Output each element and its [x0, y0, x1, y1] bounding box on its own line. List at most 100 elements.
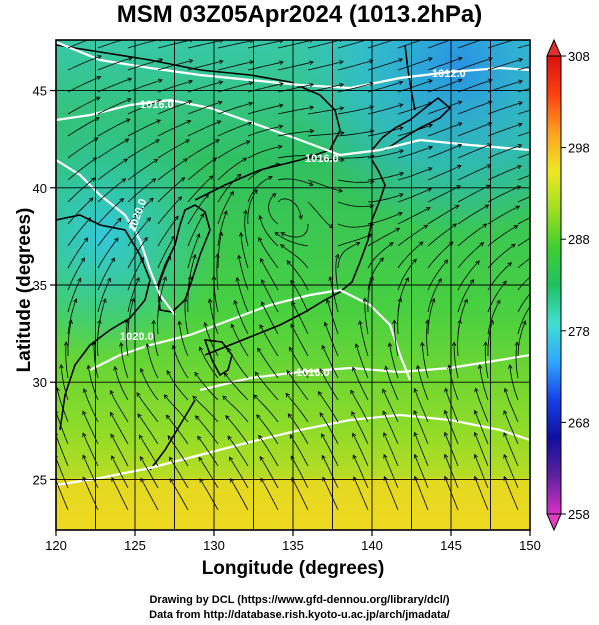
streamline-arrow [278, 103, 284, 108]
streamline [474, 432, 489, 467]
streamline [217, 174, 242, 203]
streamline-arrow [369, 203, 375, 209]
streamline [457, 40, 483, 49]
streamline-arrow [249, 60, 254, 65]
streamline-arrow [428, 145, 433, 150]
streamline-arrow [352, 454, 357, 460]
streamline [393, 320, 399, 357]
streamline-arrow [174, 215, 179, 221]
streamline [127, 119, 161, 137]
streamline [487, 40, 516, 49]
streamline [67, 96, 101, 115]
streamline-arrow [517, 165, 522, 170]
streamline [427, 298, 435, 335]
streamline-arrow [199, 478, 204, 483]
streamline-arrow [225, 415, 230, 420]
streamline [503, 454, 519, 489]
streamline-arrow [428, 36, 432, 40]
streamline [457, 242, 484, 269]
streamline-arrow [228, 456, 234, 462]
streamline [217, 210, 227, 247]
streamline-arrow [216, 120, 222, 125]
streamline-arrow [192, 254, 197, 259]
streamline-arrow [153, 158, 159, 164]
streamline [367, 276, 374, 313]
streamline [487, 58, 523, 71]
streamline [111, 477, 129, 511]
streamline [110, 434, 129, 467]
streamline [517, 217, 530, 225]
streamline-arrow [278, 124, 284, 130]
streamline-arrow [82, 432, 87, 438]
streamline [397, 124, 433, 137]
streamline [217, 102, 253, 115]
streamline [427, 185, 461, 203]
streamline-arrow [102, 298, 107, 303]
streamline [484, 342, 489, 379]
streamline [187, 40, 224, 49]
isobar-label: 1012.0 [432, 68, 466, 80]
streamline [487, 300, 501, 335]
streamline-arrow [113, 365, 118, 371]
streamline [517, 257, 530, 269]
streamline [385, 366, 399, 401]
streamline [97, 40, 124, 49]
streamline-arrow [96, 75, 102, 81]
streamline [413, 410, 429, 445]
streamline-arrow [125, 118, 131, 123]
streamline [397, 207, 431, 225]
streamline-arrow [247, 121, 253, 126]
streamline-arrow [536, 284, 540, 288]
streamline-arrow [218, 231, 224, 237]
streamline [397, 258, 417, 291]
x-tick-label: 145 [440, 538, 462, 553]
streamline [157, 235, 175, 269]
streamline-arrow [111, 455, 116, 461]
streamline [487, 102, 523, 115]
streamline [280, 244, 309, 269]
streamline-arrow [165, 414, 171, 420]
streamline [337, 60, 373, 71]
streamline-arrow [487, 122, 493, 127]
streamline-arrow [119, 198, 125, 203]
streamline-arrow [77, 277, 82, 283]
streamline-arrow [227, 435, 232, 441]
streamline-arrow [287, 413, 293, 418]
streamline [479, 365, 489, 401]
streamline [426, 320, 429, 357]
streamline [352, 367, 369, 401]
streamline-arrow [473, 431, 478, 437]
streamline-arrow [511, 243, 516, 249]
streamline [169, 456, 189, 489]
streamline-arrow [482, 223, 488, 228]
streamline-arrow [516, 185, 522, 190]
streamline-arrow [187, 100, 193, 105]
streamline [503, 410, 519, 445]
streamline-arrow [328, 276, 333, 281]
streamline [56, 434, 69, 467]
streamline-arrow [368, 82, 374, 87]
streamline [474, 454, 489, 489]
streamline [169, 478, 189, 511]
streamline-arrow [389, 242, 394, 247]
streamline-arrow [243, 209, 248, 215]
streamline-arrow [290, 455, 295, 461]
streamline [234, 300, 249, 335]
streamline-arrow [217, 100, 223, 105]
streamline [187, 157, 217, 181]
streamline [229, 456, 249, 489]
streamline-arrow [289, 434, 294, 439]
streamline-arrow [189, 40, 194, 43]
streamline-arrow [156, 119, 162, 124]
streamline [187, 60, 223, 71]
streamline [127, 40, 159, 49]
streamline-arrow [428, 57, 433, 62]
streamline [364, 298, 369, 335]
streamline-arrow [59, 363, 64, 369]
streamline-arrow [259, 324, 264, 329]
streamline [187, 194, 209, 225]
coastline-ryukyu [149, 399, 196, 471]
streamline [97, 218, 122, 247]
streamline [254, 371, 279, 401]
